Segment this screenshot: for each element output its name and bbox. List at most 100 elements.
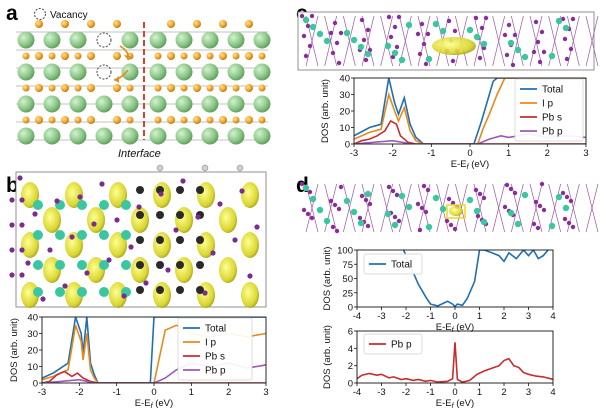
iodine-atom [566, 220, 572, 226]
iodine-atom [17, 175, 23, 181]
small-atom [232, 84, 240, 92]
small-atom [206, 84, 214, 92]
cation-atom [521, 53, 529, 61]
x-tick-label: -4 [353, 387, 361, 398]
small-atom [219, 116, 227, 124]
x-tick-label: 2 [501, 311, 506, 322]
y-tick-label: 75 [342, 260, 353, 271]
iodine-atom [69, 234, 75, 240]
iodine-atom [446, 196, 452, 202]
cation-atom [77, 200, 87, 210]
iodine-atom [450, 58, 456, 64]
cation-atom [121, 260, 131, 270]
small-atom [258, 116, 266, 124]
y-tick-label: 30 [27, 329, 38, 340]
iodine-atom [40, 296, 46, 302]
iodine-atom [254, 224, 260, 230]
panel-label-a: a [6, 2, 18, 25]
iodine-atom [539, 29, 545, 35]
iodine-atom [562, 36, 568, 42]
large-atom [227, 127, 245, 145]
cation-atom [548, 222, 556, 230]
iodine-atom [19, 272, 25, 278]
bond-line [305, 183, 319, 233]
x-tick-label: 2 [545, 148, 550, 159]
x-tick-label: -3 [38, 387, 46, 398]
bond-line [361, 15, 375, 67]
cation-atom [473, 33, 481, 41]
cation-atom [555, 17, 563, 25]
y-tick-label: 10 [339, 123, 350, 134]
iodine-atom [338, 30, 344, 36]
cation-atom [357, 219, 365, 227]
x-tick-label: 3 [583, 148, 588, 159]
x-tick-label: -2 [402, 387, 410, 398]
iodine-atom [421, 183, 427, 189]
large-atom [43, 127, 61, 145]
iodine-atom [328, 198, 334, 204]
iodine-atom [415, 31, 421, 37]
legend-entry: Pb p [542, 127, 563, 138]
panel-b-structure-image [9, 164, 267, 308]
cation-atom [425, 55, 433, 63]
iodine-atom [508, 186, 514, 192]
cation-atom [364, 50, 372, 58]
small-atom [167, 52, 175, 60]
small-atom [206, 116, 214, 124]
small-atom [61, 52, 69, 60]
charge-density-lobe [241, 182, 259, 208]
cation-atom [398, 192, 406, 200]
small-atom [180, 52, 188, 60]
small-atom [154, 52, 162, 60]
pb-atom [176, 236, 184, 244]
cation-atom [521, 191, 529, 199]
series-line-pb-p [357, 342, 553, 383]
iodine-atom [419, 205, 425, 211]
iodine-atom [239, 188, 245, 194]
ligand-atom [156, 164, 164, 172]
iodine-atom [202, 290, 208, 296]
charge-density-lobe [131, 257, 149, 283]
cation-atom [99, 200, 109, 210]
x-tick-label: 3 [263, 387, 268, 398]
large-atom [17, 63, 35, 81]
iodine-atom [47, 247, 53, 253]
iodine-atom [210, 250, 216, 256]
large-atom [253, 31, 271, 49]
bond-line [473, 183, 487, 233]
small-atom [232, 116, 240, 124]
small-atom [258, 52, 266, 60]
iodine-atom [330, 224, 336, 230]
iodine-atom [388, 34, 394, 40]
bond-line [342, 15, 356, 67]
cation-atom [555, 193, 563, 201]
x-tick-label: -2 [75, 387, 83, 398]
large-atom [95, 95, 113, 113]
small-atom [113, 84, 121, 92]
small-atom [193, 20, 201, 28]
large-atom [175, 31, 193, 49]
small-atom [87, 20, 95, 28]
iodine-atom [421, 41, 427, 47]
supercell-structure [299, 181, 599, 234]
bond-line [380, 15, 394, 67]
iodine-atom [423, 209, 429, 215]
iodine-atom [452, 28, 458, 34]
small-atom [61, 20, 69, 28]
large-atom [253, 95, 271, 113]
x-tick-label: 1 [506, 148, 511, 159]
iodine-atom [568, 46, 574, 52]
bond-line [510, 15, 524, 67]
small-atom [232, 52, 240, 60]
small-atom [35, 84, 43, 92]
small-atom [167, 20, 175, 28]
cation-atom [55, 287, 65, 297]
x-tick-label: 1 [477, 387, 482, 398]
cation-atom [439, 205, 447, 213]
x-axis-label: E-Ef (eV) [135, 398, 173, 410]
iodine-atom [541, 49, 547, 55]
charge-density-structure [9, 164, 260, 308]
cation-atom [343, 29, 351, 37]
x-tick-label: -3 [350, 148, 358, 159]
large-atom [253, 127, 271, 145]
